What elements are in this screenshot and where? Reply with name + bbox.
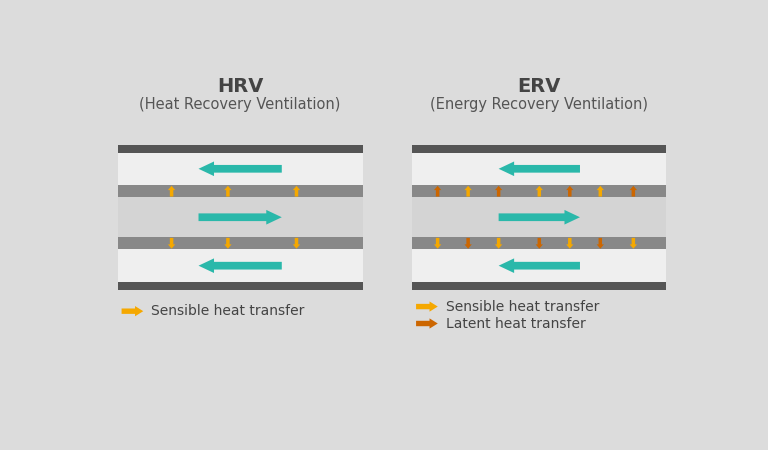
Text: Latent heat transfer: Latent heat transfer [445, 316, 585, 330]
Bar [412, 185, 667, 198]
Bar [412, 198, 667, 237]
FancyArrow shape [498, 258, 580, 273]
FancyArrow shape [597, 238, 604, 249]
FancyArrow shape [293, 238, 300, 249]
FancyArrow shape [535, 238, 543, 249]
Bar [118, 237, 362, 249]
FancyArrow shape [495, 186, 502, 197]
Bar [412, 237, 667, 249]
FancyArrow shape [198, 162, 282, 176]
FancyArrow shape [224, 186, 232, 197]
FancyArrow shape [224, 238, 232, 249]
Bar [118, 198, 362, 237]
FancyArrow shape [498, 162, 580, 176]
Bar [118, 282, 362, 290]
FancyArrow shape [630, 238, 637, 249]
Text: HRV: HRV [217, 77, 263, 96]
Bar [412, 282, 667, 290]
FancyArrow shape [198, 258, 282, 273]
FancyArrow shape [434, 238, 442, 249]
Bar [412, 145, 667, 290]
Text: Sensible heat transfer: Sensible heat transfer [445, 300, 599, 314]
FancyArrow shape [597, 186, 604, 197]
FancyArrow shape [535, 186, 543, 197]
Text: Sensible heat transfer: Sensible heat transfer [151, 304, 304, 318]
Text: (Heat Recovery Ventilation): (Heat Recovery Ventilation) [140, 97, 341, 112]
Text: (Energy Recovery Ventilation): (Energy Recovery Ventilation) [430, 97, 648, 112]
FancyArrow shape [465, 186, 472, 197]
FancyArrow shape [630, 186, 637, 197]
Bar [118, 185, 362, 198]
Bar [412, 145, 667, 153]
FancyArrow shape [495, 238, 502, 249]
FancyArrow shape [293, 186, 300, 197]
FancyArrow shape [121, 306, 144, 316]
FancyArrow shape [566, 238, 574, 249]
FancyArrow shape [434, 186, 442, 197]
FancyArrow shape [416, 302, 438, 312]
FancyArrow shape [465, 238, 472, 249]
FancyArrow shape [168, 238, 175, 249]
FancyArrow shape [198, 210, 282, 225]
Bar [118, 145, 362, 290]
FancyArrow shape [416, 319, 438, 328]
FancyArrow shape [566, 186, 574, 197]
Text: ERV: ERV [518, 77, 561, 96]
Bar [118, 145, 362, 153]
FancyArrow shape [168, 186, 175, 197]
FancyArrow shape [498, 210, 580, 225]
